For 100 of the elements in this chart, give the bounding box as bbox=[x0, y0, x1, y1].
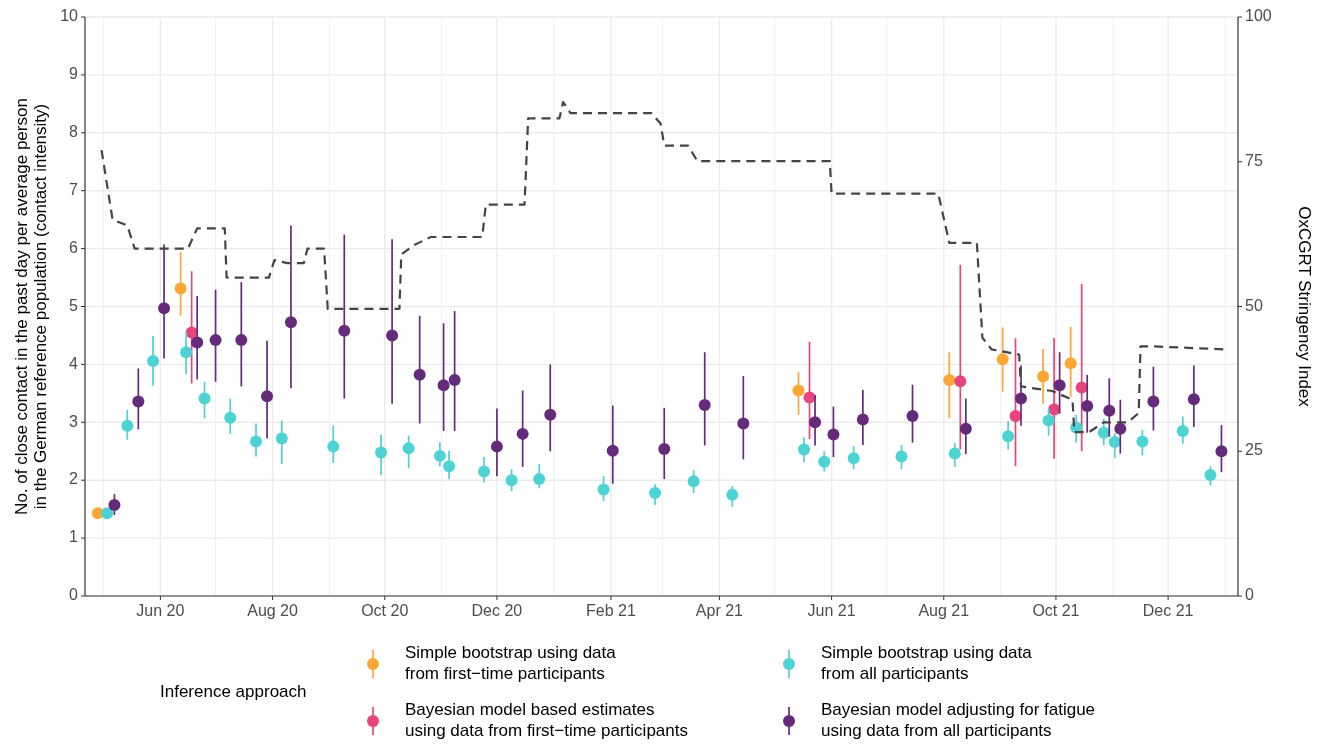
point bbox=[375, 446, 388, 459]
y2-tick-label: 100 bbox=[1245, 7, 1272, 25]
y2-axis-title: OxCGRT Stringency Index bbox=[1294, 206, 1314, 408]
point bbox=[386, 329, 399, 342]
point bbox=[726, 488, 739, 501]
y-tick-label: 10 bbox=[60, 7, 79, 25]
point bbox=[198, 392, 211, 405]
point bbox=[1187, 393, 1200, 406]
x-tick-label: Apr 21 bbox=[695, 602, 744, 619]
point bbox=[544, 408, 557, 421]
x-tick-label: Feb 21 bbox=[586, 602, 636, 619]
y-tick-label: 4 bbox=[69, 354, 79, 372]
y-tick-label: 6 bbox=[69, 238, 79, 256]
point bbox=[108, 499, 121, 512]
point bbox=[402, 442, 415, 455]
y2-tick-label: 75 bbox=[1245, 151, 1263, 169]
point bbox=[490, 440, 503, 453]
point bbox=[1042, 414, 1055, 427]
y-axis-title: No. of close contact in the past day per average person in the German reference population (contact intensity) bbox=[11, 98, 50, 515]
y-tick-label: 1 bbox=[69, 528, 79, 546]
point bbox=[1215, 445, 1228, 458]
y2-tick-label: 25 bbox=[1245, 441, 1263, 459]
point bbox=[1081, 400, 1094, 413]
x-tick-label: Oct 21 bbox=[1032, 602, 1080, 619]
point bbox=[533, 473, 546, 486]
y-tick-label: 9 bbox=[69, 65, 79, 83]
line-series bbox=[100, 101, 1225, 434]
point bbox=[847, 452, 860, 465]
point bbox=[1053, 379, 1066, 392]
y-tick-label: 2 bbox=[69, 470, 79, 488]
x-tick-label: Dec 20 bbox=[471, 602, 523, 619]
point bbox=[235, 334, 248, 347]
point bbox=[174, 282, 187, 295]
point bbox=[250, 435, 263, 448]
legend-label: Simple bootstrap using data from first−time participants bbox=[405, 642, 617, 683]
point bbox=[792, 384, 805, 397]
point bbox=[606, 444, 619, 457]
point bbox=[1037, 370, 1050, 383]
y-tick-label: 0 bbox=[69, 586, 79, 604]
point bbox=[906, 409, 919, 422]
point bbox=[132, 395, 145, 408]
point bbox=[1136, 435, 1149, 448]
point bbox=[948, 447, 961, 460]
point bbox=[649, 486, 662, 499]
x-tick-label: Dec 21 bbox=[1142, 602, 1194, 619]
point bbox=[147, 354, 160, 367]
point bbox=[597, 483, 610, 496]
point bbox=[1147, 395, 1160, 408]
point bbox=[1002, 430, 1015, 443]
point bbox=[191, 336, 204, 349]
legend-label: Bayesian model based estimates using data from first−time participants bbox=[405, 699, 688, 740]
point bbox=[996, 353, 1009, 366]
point bbox=[827, 428, 840, 441]
x-tick-label: Aug 21 bbox=[918, 602, 970, 619]
y2-tick-label: 0 bbox=[1245, 586, 1254, 604]
x-tick-label: Jun 20 bbox=[136, 602, 185, 619]
point bbox=[448, 374, 461, 387]
point bbox=[1114, 422, 1127, 435]
point bbox=[121, 419, 134, 432]
point bbox=[856, 413, 869, 426]
legend-label: Simple bootstrap using data from all participants bbox=[821, 642, 1033, 683]
legend-label: Bayesian model adjusting for fatigue using data from all participants bbox=[821, 699, 1096, 740]
point bbox=[895, 450, 908, 463]
point bbox=[1204, 468, 1217, 481]
y-tick-label: 8 bbox=[69, 123, 79, 141]
point bbox=[101, 507, 114, 520]
point bbox=[1009, 409, 1022, 422]
point bbox=[943, 374, 956, 387]
point bbox=[437, 379, 450, 392]
point bbox=[1103, 404, 1116, 417]
point bbox=[478, 465, 491, 478]
point bbox=[698, 398, 711, 411]
point bbox=[1176, 424, 1189, 437]
point bbox=[413, 368, 426, 381]
point bbox=[809, 416, 822, 429]
point bbox=[1015, 392, 1028, 405]
point bbox=[818, 455, 831, 468]
point bbox=[275, 432, 288, 445]
point bbox=[180, 346, 193, 359]
y2-tick-label: 50 bbox=[1245, 296, 1263, 314]
point bbox=[443, 460, 456, 473]
point bbox=[959, 422, 972, 435]
point bbox=[224, 411, 237, 424]
y-tick-label: 3 bbox=[69, 412, 79, 430]
x-tick-label: Aug 20 bbox=[247, 602, 299, 619]
point bbox=[505, 474, 518, 487]
point bbox=[158, 302, 171, 315]
point bbox=[737, 417, 750, 430]
x-tick-label: Jun 21 bbox=[807, 602, 856, 619]
point bbox=[1064, 357, 1077, 370]
y-tick-label: 7 bbox=[69, 180, 79, 198]
point bbox=[798, 443, 811, 456]
point bbox=[516, 427, 529, 440]
point bbox=[338, 324, 351, 337]
point bbox=[209, 334, 222, 347]
point bbox=[658, 442, 671, 455]
point bbox=[284, 316, 297, 329]
point bbox=[261, 390, 274, 403]
legend-title: Inference approach bbox=[160, 682, 307, 702]
point bbox=[327, 440, 340, 453]
